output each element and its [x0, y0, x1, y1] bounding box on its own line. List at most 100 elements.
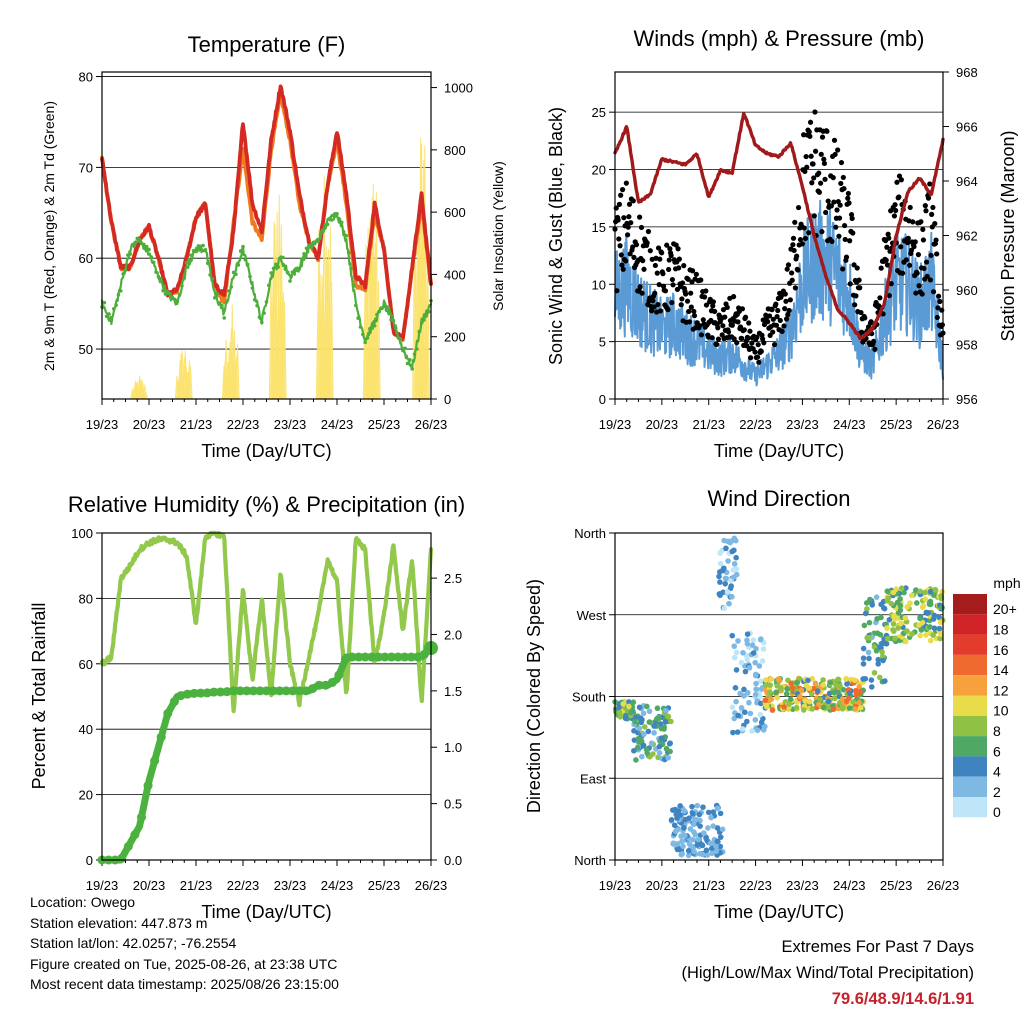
precip-point — [130, 830, 140, 840]
gust-point — [812, 109, 818, 115]
dewpoint-point — [377, 309, 382, 314]
gust-point — [686, 308, 692, 315]
direction-point — [904, 628, 910, 634]
direction-point — [850, 699, 856, 705]
direction-point — [931, 625, 938, 631]
direction-point — [820, 677, 826, 683]
x-tick-label: 22/23 — [227, 417, 260, 432]
direction-point — [656, 750, 663, 756]
direction-point — [861, 622, 868, 629]
direction-point — [851, 677, 858, 684]
direction-point — [913, 587, 919, 593]
y-axis-label: Percent & Total Rainfall — [29, 603, 49, 790]
direction-point — [798, 687, 805, 694]
extremes-subtitle: (High/Low/Max Wind/Total Precipitation) — [681, 964, 974, 982]
direction-point — [679, 838, 685, 845]
y-axis-label: Sonic Wind & Gust (Blue, Black) — [546, 107, 566, 365]
gust-point — [669, 276, 676, 283]
dewpoint-point — [147, 247, 151, 252]
dewpoint-point — [281, 255, 285, 260]
gust-point — [761, 340, 767, 346]
dewpoint-point — [149, 255, 154, 259]
gust-point — [619, 262, 625, 268]
x-tick-label: 21/23 — [180, 878, 213, 893]
direction-point — [644, 750, 651, 756]
dewpoint-point — [309, 242, 313, 247]
dewpoint-point — [144, 244, 149, 249]
gust-point — [628, 220, 634, 226]
dewpoint-point — [260, 320, 264, 325]
direction-point — [860, 645, 867, 652]
direction-point — [843, 676, 850, 682]
direction-point — [868, 677, 875, 683]
direction-point — [918, 627, 925, 633]
direction-point — [682, 816, 689, 823]
gust-point — [630, 244, 636, 250]
gust-point — [752, 349, 758, 355]
x-tick-label: 22/23 — [739, 417, 772, 432]
direction-point — [732, 685, 739, 691]
gust-point — [637, 214, 643, 220]
precip-point — [288, 686, 298, 696]
direction-point — [856, 683, 863, 690]
direction-point — [891, 616, 898, 622]
gust-point — [782, 291, 788, 297]
precip-point — [393, 652, 403, 662]
gust-point — [911, 244, 917, 250]
gust-point — [886, 292, 892, 299]
direction-point — [648, 740, 655, 746]
direction-point — [763, 703, 770, 710]
dewpoint-point — [262, 311, 266, 315]
colorbar-label: 6 — [993, 743, 1001, 759]
gust-point — [638, 224, 645, 231]
colorbar-label: 14 — [993, 662, 1009, 678]
gust-point — [777, 317, 783, 324]
dewpoint-point — [222, 316, 226, 320]
dewpoint-point — [401, 348, 405, 353]
x-tick-label: 22/23 — [739, 878, 772, 893]
gust-point — [806, 129, 812, 135]
gust-point — [625, 224, 631, 230]
gust-point — [657, 308, 664, 314]
direction-point — [701, 830, 707, 836]
direction-point — [757, 711, 764, 718]
direction-point — [922, 596, 929, 602]
dewpoint-point — [229, 285, 234, 289]
gust-point — [615, 217, 621, 223]
dewpoint-point — [288, 279, 292, 283]
gust-point — [833, 224, 839, 230]
direction-point — [703, 847, 710, 854]
direction-point — [686, 841, 693, 847]
x-tick-label: 20/23 — [646, 878, 679, 893]
direction-point — [757, 693, 763, 700]
direction-point — [744, 718, 750, 725]
direction-point — [690, 836, 696, 843]
y2-tick-label: 968 — [956, 65, 978, 80]
direction-point — [733, 667, 740, 673]
colorbar-swatch — [953, 797, 987, 818]
gust-point — [930, 204, 936, 211]
direction-point — [901, 589, 907, 596]
gust-point — [729, 322, 735, 328]
direction-point — [731, 561, 738, 567]
y2-tick-label: 958 — [956, 338, 978, 353]
gust-point — [818, 151, 824, 157]
dewpoint-point — [274, 262, 278, 267]
direction-point — [936, 625, 943, 632]
dewpoint-point — [241, 244, 245, 249]
x-tick-label: 24/23 — [833, 417, 866, 432]
direction-point — [667, 748, 673, 755]
gust-point — [734, 340, 740, 346]
y-tick-label: North — [574, 526, 606, 541]
direction-point — [902, 615, 909, 621]
gust-point — [856, 277, 862, 283]
gust-point — [933, 237, 939, 243]
precip-point — [222, 687, 232, 697]
gust-point — [896, 194, 902, 200]
direction-point — [741, 709, 748, 716]
gust-point — [621, 215, 627, 221]
precip-point — [314, 680, 324, 690]
colorbar-swatch — [953, 654, 987, 676]
direction-point — [871, 669, 878, 676]
gust-point — [862, 315, 868, 321]
